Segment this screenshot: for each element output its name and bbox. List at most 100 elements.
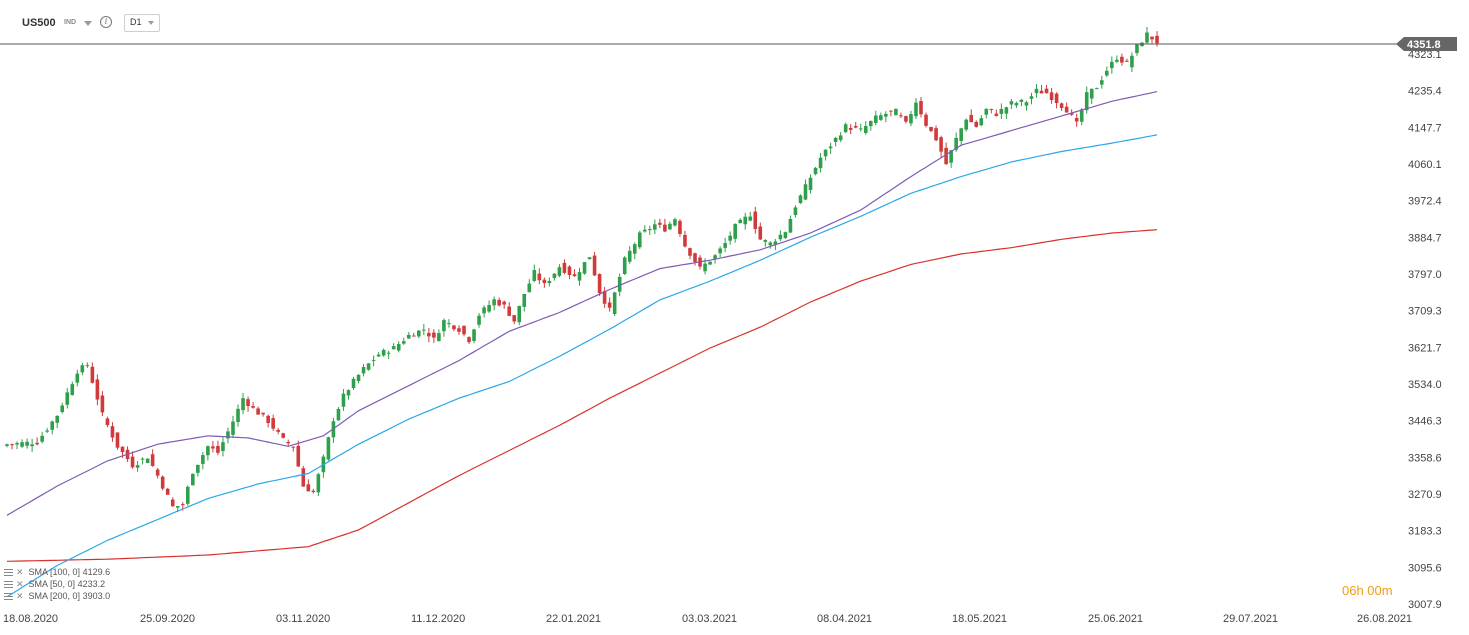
- candle-body: [401, 341, 406, 344]
- candle-body: [175, 506, 180, 508]
- candle-body: [688, 248, 692, 256]
- candle-body: [587, 257, 592, 260]
- x-tick-label: 29.07.2021: [1223, 613, 1278, 625]
- candle-body: [442, 320, 446, 332]
- candle-body: [959, 128, 963, 142]
- y-tick-label: 3095.6: [1408, 562, 1442, 574]
- candle-body: [30, 444, 34, 447]
- candle-body: [90, 366, 95, 383]
- candle-body: [632, 244, 637, 254]
- info-icon[interactable]: i: [100, 16, 112, 28]
- candle-body: [572, 274, 577, 277]
- y-tick-label: 4235.4: [1408, 86, 1442, 98]
- candle-body: [597, 273, 602, 294]
- timeframe-select[interactable]: D1: [124, 14, 160, 32]
- x-tick-label: 08.04.2021: [817, 613, 872, 625]
- candle-body: [934, 128, 938, 141]
- current-price-label: 4351.8: [1407, 39, 1441, 51]
- candle-countdown: 06h 00m: [1342, 583, 1393, 598]
- candle-body: [1069, 113, 1074, 115]
- candle-body: [1084, 92, 1089, 111]
- y-tick-label: 3007.9: [1408, 599, 1442, 611]
- candle-body: [35, 442, 39, 445]
- close-icon[interactable]: ✕: [16, 591, 24, 601]
- candle-body: [1049, 92, 1054, 101]
- candle-body: [45, 430, 49, 432]
- candle-body: [914, 102, 918, 117]
- candle-body: [748, 216, 753, 221]
- legend-value: 4233.2: [77, 579, 106, 589]
- candle-body: [843, 124, 848, 133]
- candle-body: [889, 110, 893, 112]
- candle-body: [974, 121, 979, 127]
- candle-body: [1145, 32, 1149, 43]
- candle-body: [105, 418, 110, 426]
- y-tick-label: 3621.7: [1408, 342, 1442, 354]
- candle-body: [457, 328, 461, 332]
- close-icon[interactable]: ✕: [16, 567, 24, 577]
- candle-body: [1099, 80, 1104, 85]
- sma100-line: [6, 134, 1158, 598]
- candle-body: [763, 240, 768, 242]
- menu-icon[interactable]: [4, 593, 13, 601]
- y-tick-label: 3797.0: [1408, 269, 1442, 281]
- candle-body: [301, 468, 306, 487]
- candle-body: [1105, 70, 1109, 76]
- candle-body: [979, 118, 984, 126]
- candle-body: [833, 137, 838, 142]
- candle-body: [170, 499, 175, 507]
- candle-body: [422, 329, 426, 331]
- candle-body: [376, 354, 381, 357]
- candle-body: [637, 232, 642, 248]
- candle-body: [150, 454, 155, 466]
- candle-body: [582, 262, 587, 274]
- x-tick-label: 18.05.2021: [952, 613, 1007, 625]
- y-tick-label: 3709.3: [1408, 306, 1442, 318]
- candle-body: [778, 234, 783, 240]
- menu-icon[interactable]: [4, 581, 13, 589]
- candle-body: [999, 108, 1004, 114]
- candle-body: [25, 441, 29, 446]
- candle-body: [1024, 102, 1029, 106]
- candle-body: [492, 299, 496, 306]
- candle-body: [366, 363, 371, 370]
- candle-body: [1110, 61, 1114, 69]
- candle-body: [160, 476, 165, 489]
- candle-body: [191, 473, 195, 486]
- candle-body: [622, 257, 627, 274]
- candle-body: [823, 149, 828, 157]
- candle-body: [668, 223, 672, 230]
- sma200-line: [6, 229, 1158, 562]
- candle-body: [351, 378, 356, 388]
- candle-body: [868, 121, 873, 127]
- candle-body: [1004, 107, 1009, 114]
- candle-body: [502, 301, 506, 305]
- y-tick-label: 3358.6: [1408, 452, 1442, 464]
- candle-body: [557, 267, 562, 276]
- menu-icon[interactable]: [4, 569, 13, 577]
- close-icon[interactable]: ✕: [16, 579, 24, 589]
- candle-body: [180, 504, 185, 506]
- candle-body: [984, 108, 989, 115]
- candle-body: [773, 241, 778, 245]
- candle-body: [411, 335, 416, 337]
- symbol-dropdown-icon[interactable]: [84, 21, 92, 26]
- candle-body: [130, 456, 135, 468]
- candle-body: [462, 325, 466, 335]
- candle-body: [281, 433, 286, 438]
- x-tick-label: 03.11.2020: [276, 613, 330, 625]
- candle-body: [542, 279, 547, 284]
- candle-body: [50, 421, 54, 430]
- candle-body: [884, 113, 888, 117]
- candle-body: [954, 137, 958, 150]
- candle-body: [336, 408, 341, 421]
- candle-body: [286, 441, 291, 444]
- candle-body: [663, 224, 667, 232]
- candle-body: [753, 211, 758, 229]
- candle-body: [211, 446, 215, 449]
- y-tick-label: 4323.1: [1408, 49, 1442, 61]
- symbol-label[interactable]: US500: [22, 17, 56, 29]
- candle-body: [1039, 90, 1044, 94]
- candle-body: [693, 253, 697, 262]
